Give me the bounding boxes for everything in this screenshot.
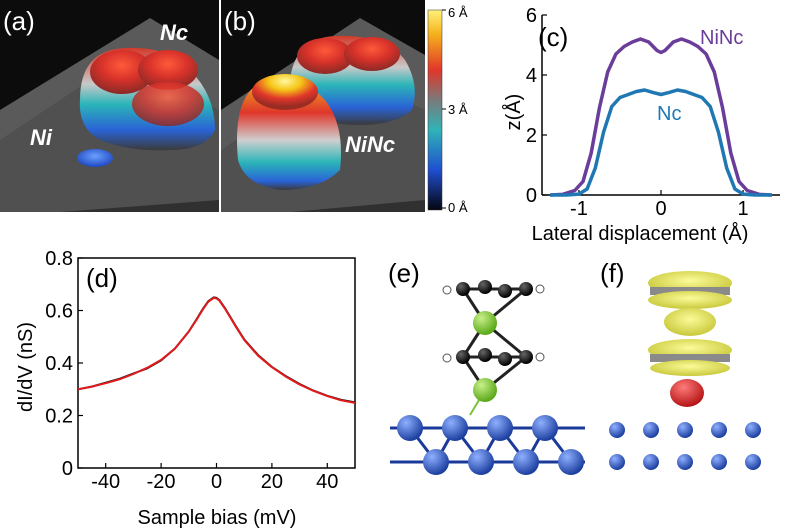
carbon-ring-top [442,280,545,298]
panel-d-series-1 [77,296,356,404]
panel-c-xtick-label: 1 [738,198,749,220]
carbon-ring-bottom [442,348,545,366]
nc-b-lobe-right [344,37,400,71]
nc-lobe-right [138,50,198,90]
panel-c-ytick-label: 0 [526,185,537,207]
panel-d-ytick-label: 0.4 [45,353,73,375]
panel-d-xtick-label: -20 [147,471,176,493]
panel-d-frame [77,257,356,469]
isosurface-ni-lobe [670,379,704,407]
isosurface-center [664,308,716,336]
panel-d-ytick-label: 0.6 [45,301,73,323]
panel-e-label: (e) [388,258,420,288]
panel-d-chart: (d) -40 -20 0 20 40 0 0.2 0.4 0.6 0.8 Sample bias… [15,248,356,529]
colorbar-tick-top: 6 Å [448,5,468,20]
panel-c-ytick-label: 2 [526,125,537,147]
series-label-nc: Nc [657,103,681,125]
panel-c-ytick-label: 4 [526,65,537,87]
panel-b-label: (b) [224,6,256,36]
nc-b-lobe-left [297,38,353,74]
panel-c-chart: (c) -1 0 1 0 2 4 6 NiNc Nc Lateral displacement… [502,5,780,245]
panel-c-axes: -1 0 1 0 2 4 6 [526,5,780,220]
panel-b: (b) NiNc [221,0,425,212]
panel-d-series [77,296,356,404]
ni-atom-lower [473,378,497,402]
panel-d-label: (d) [86,263,118,293]
panel-d-xtick-label: 20 [261,471,283,493]
ni-atom-upper [473,311,497,335]
panel-d-xtick-label: 40 [316,471,338,493]
panel-a-label: (a) [3,6,35,36]
panel-d-xtick-label: -40 [91,471,120,493]
panel-c-xtick-label: -1 [570,198,588,220]
panel-d-xtick-label: 0 [211,471,222,493]
panel-f: (f) [600,258,761,470]
ni-adatom-bump [77,149,113,167]
colorbar-tick-bottom: 0 Å [448,200,468,215]
series-label-ninc: NiNc [700,27,743,49]
panel-c-xlabel: Lateral displacement (Å) [532,222,749,245]
panel-c-series [550,37,772,197]
colorbar: 6 Å 3 Å 0 Å [427,5,468,215]
panel-d-ytick-label: 0.2 [45,406,73,428]
panel-d-series-0 [77,296,356,404]
panel-c-series-labels: NiNc Nc [657,27,743,125]
colorbar-tick-mid: 3 Å [448,102,468,117]
colorbar-gradient [427,9,443,211]
panel-c-label: (c) [538,22,568,52]
panel-c-ylabel: z(Å) [502,94,525,131]
ninc-annotation: NiNc [345,132,395,157]
substrate-atoms [397,415,584,475]
nc-annotation: Nc [160,20,188,45]
panel-e: (e) [388,258,585,475]
ninc-molecule-skirt [237,79,341,190]
panel-a: (a) Nc Ni [0,0,219,212]
panel-d-ytick-label: 0 [62,458,73,480]
panel-d-axes: -40 -20 0 20 40 0 0.2 0.4 0.6 0.8 [45,248,356,493]
ni-annotation: Ni [30,125,53,150]
nc-lobe-left [90,50,154,94]
panel-c-series-nc [550,88,772,197]
panel-c-ytick-label: 6 [526,5,537,27]
panel-d-ylabel: dI/dV (nS) [15,322,37,412]
substrate-atoms-f [609,422,761,470]
ninc-molecule-top [252,74,318,110]
panel-d-xlabel: Sample bias (mV) [138,507,297,529]
panel-d-ytick-label: 0.8 [45,248,73,270]
panel-f-label: (f) [600,258,625,288]
nc-lobe-lower [132,82,204,126]
panel-c-series-ninc [550,37,772,197]
panel-c-xtick-label: 0 [655,198,666,220]
